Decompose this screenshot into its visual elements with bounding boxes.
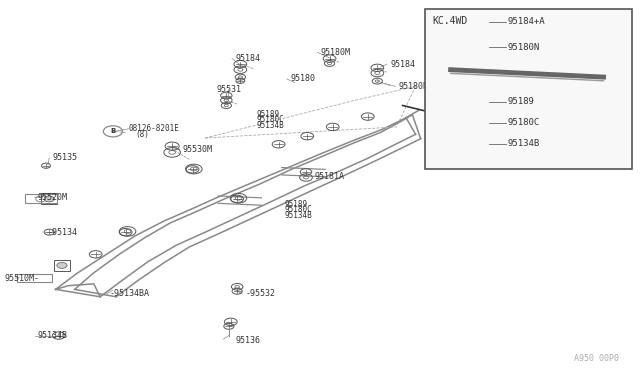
Text: 95180C: 95180C bbox=[285, 205, 313, 215]
Text: B: B bbox=[110, 128, 116, 134]
Text: 95189: 95189 bbox=[285, 200, 308, 209]
Bar bbox=[17, 274, 52, 282]
Text: -95532: -95532 bbox=[246, 289, 275, 298]
Text: 95180C: 95180C bbox=[508, 118, 540, 127]
Text: 95180N: 95180N bbox=[508, 43, 540, 52]
Text: 95134B: 95134B bbox=[38, 331, 68, 340]
Text: 95184+A: 95184+A bbox=[508, 17, 546, 26]
Text: -95134BA: -95134BA bbox=[109, 289, 150, 298]
Text: 95134B: 95134B bbox=[508, 139, 540, 148]
Text: 95180C: 95180C bbox=[256, 115, 284, 124]
Text: 95184: 95184 bbox=[236, 54, 260, 63]
Text: (8): (8) bbox=[135, 130, 149, 139]
Text: 95510M-: 95510M- bbox=[4, 274, 40, 283]
Text: 95184: 95184 bbox=[390, 60, 415, 69]
Text: 95134B: 95134B bbox=[285, 211, 313, 220]
Text: -95134: -95134 bbox=[48, 228, 78, 237]
Text: 95136: 95136 bbox=[236, 336, 261, 345]
Text: 95180N: 95180N bbox=[398, 82, 428, 91]
Text: 95135: 95135 bbox=[52, 153, 77, 163]
Circle shape bbox=[44, 196, 54, 202]
Text: KC.4WD: KC.4WD bbox=[433, 16, 468, 26]
Circle shape bbox=[57, 262, 67, 268]
Text: 08126-8201E: 08126-8201E bbox=[129, 124, 180, 133]
Text: 95189: 95189 bbox=[256, 109, 280, 119]
FancyBboxPatch shape bbox=[425, 9, 632, 169]
Text: 95180: 95180 bbox=[290, 74, 315, 83]
Text: 95189: 95189 bbox=[508, 97, 535, 106]
Text: 95134B: 95134B bbox=[256, 121, 284, 129]
Text: A950 00P0: A950 00P0 bbox=[575, 354, 620, 363]
Text: 95531: 95531 bbox=[217, 85, 242, 94]
Text: 95520M: 95520M bbox=[38, 193, 68, 202]
Bar bbox=[41, 193, 57, 205]
Bar bbox=[54, 260, 70, 271]
Text: 95180M: 95180M bbox=[321, 48, 351, 57]
Bar bbox=[25, 195, 57, 203]
Text: 95181A: 95181A bbox=[315, 172, 345, 181]
Text: 95530M: 95530M bbox=[183, 145, 213, 154]
